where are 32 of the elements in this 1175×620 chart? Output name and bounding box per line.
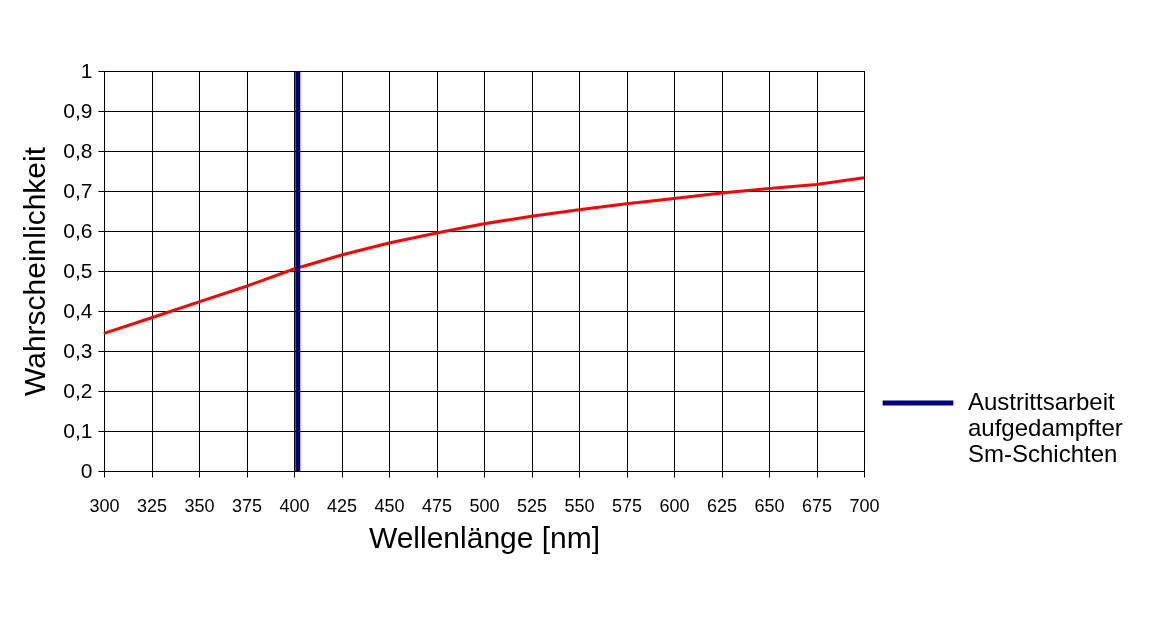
x-tick-label: 500 [469,495,500,516]
y-tick-label: 1 [80,58,93,82]
y-axis-title: Wahrscheinlichkeit [18,146,52,396]
y-tick-label: 0,1 [63,418,93,442]
x-tick-label: 300 [89,495,120,516]
y-tick-label: 0 [80,458,93,482]
x-tick-label: 650 [754,495,785,516]
x-tick-label: 575 [611,495,643,516]
x-tick-label: 400 [279,495,310,516]
y-tick-label: 0,6 [63,218,93,242]
line-series [102,176,866,335]
x-tick-label: 350 [184,495,215,516]
y-tick-label: 0,2 [63,378,93,402]
y-tick-label: 0,7 [63,178,93,202]
x-tick-label: 525 [516,495,548,516]
x-tick-label: 700 [849,495,880,516]
x-tick-label: 450 [374,495,405,516]
y-tick-label: 0,3 [63,338,93,362]
x-tick-label: 600 [659,495,690,516]
x-tick-label: 425 [326,495,358,516]
x-tick-label: 475 [421,495,453,516]
x-tick-label: 675 [801,495,833,516]
x-tick-label: 550 [564,495,595,516]
y-tick-label: 0,5 [63,258,93,282]
y-tick-label: 0,9 [63,98,93,122]
y-tick-label: 0,4 [63,298,93,322]
x-tick-label: 625 [706,495,738,516]
y-tick-label: 0,8 [63,138,93,162]
legend-label: Austrittsarbeit aufgedampfter Sm-Schichten [968,388,1123,467]
x-tick-label: 375 [231,495,263,516]
x-tick-label: 325 [136,495,168,516]
x-axis-title: Wellenlänge [nm] [368,520,601,554]
